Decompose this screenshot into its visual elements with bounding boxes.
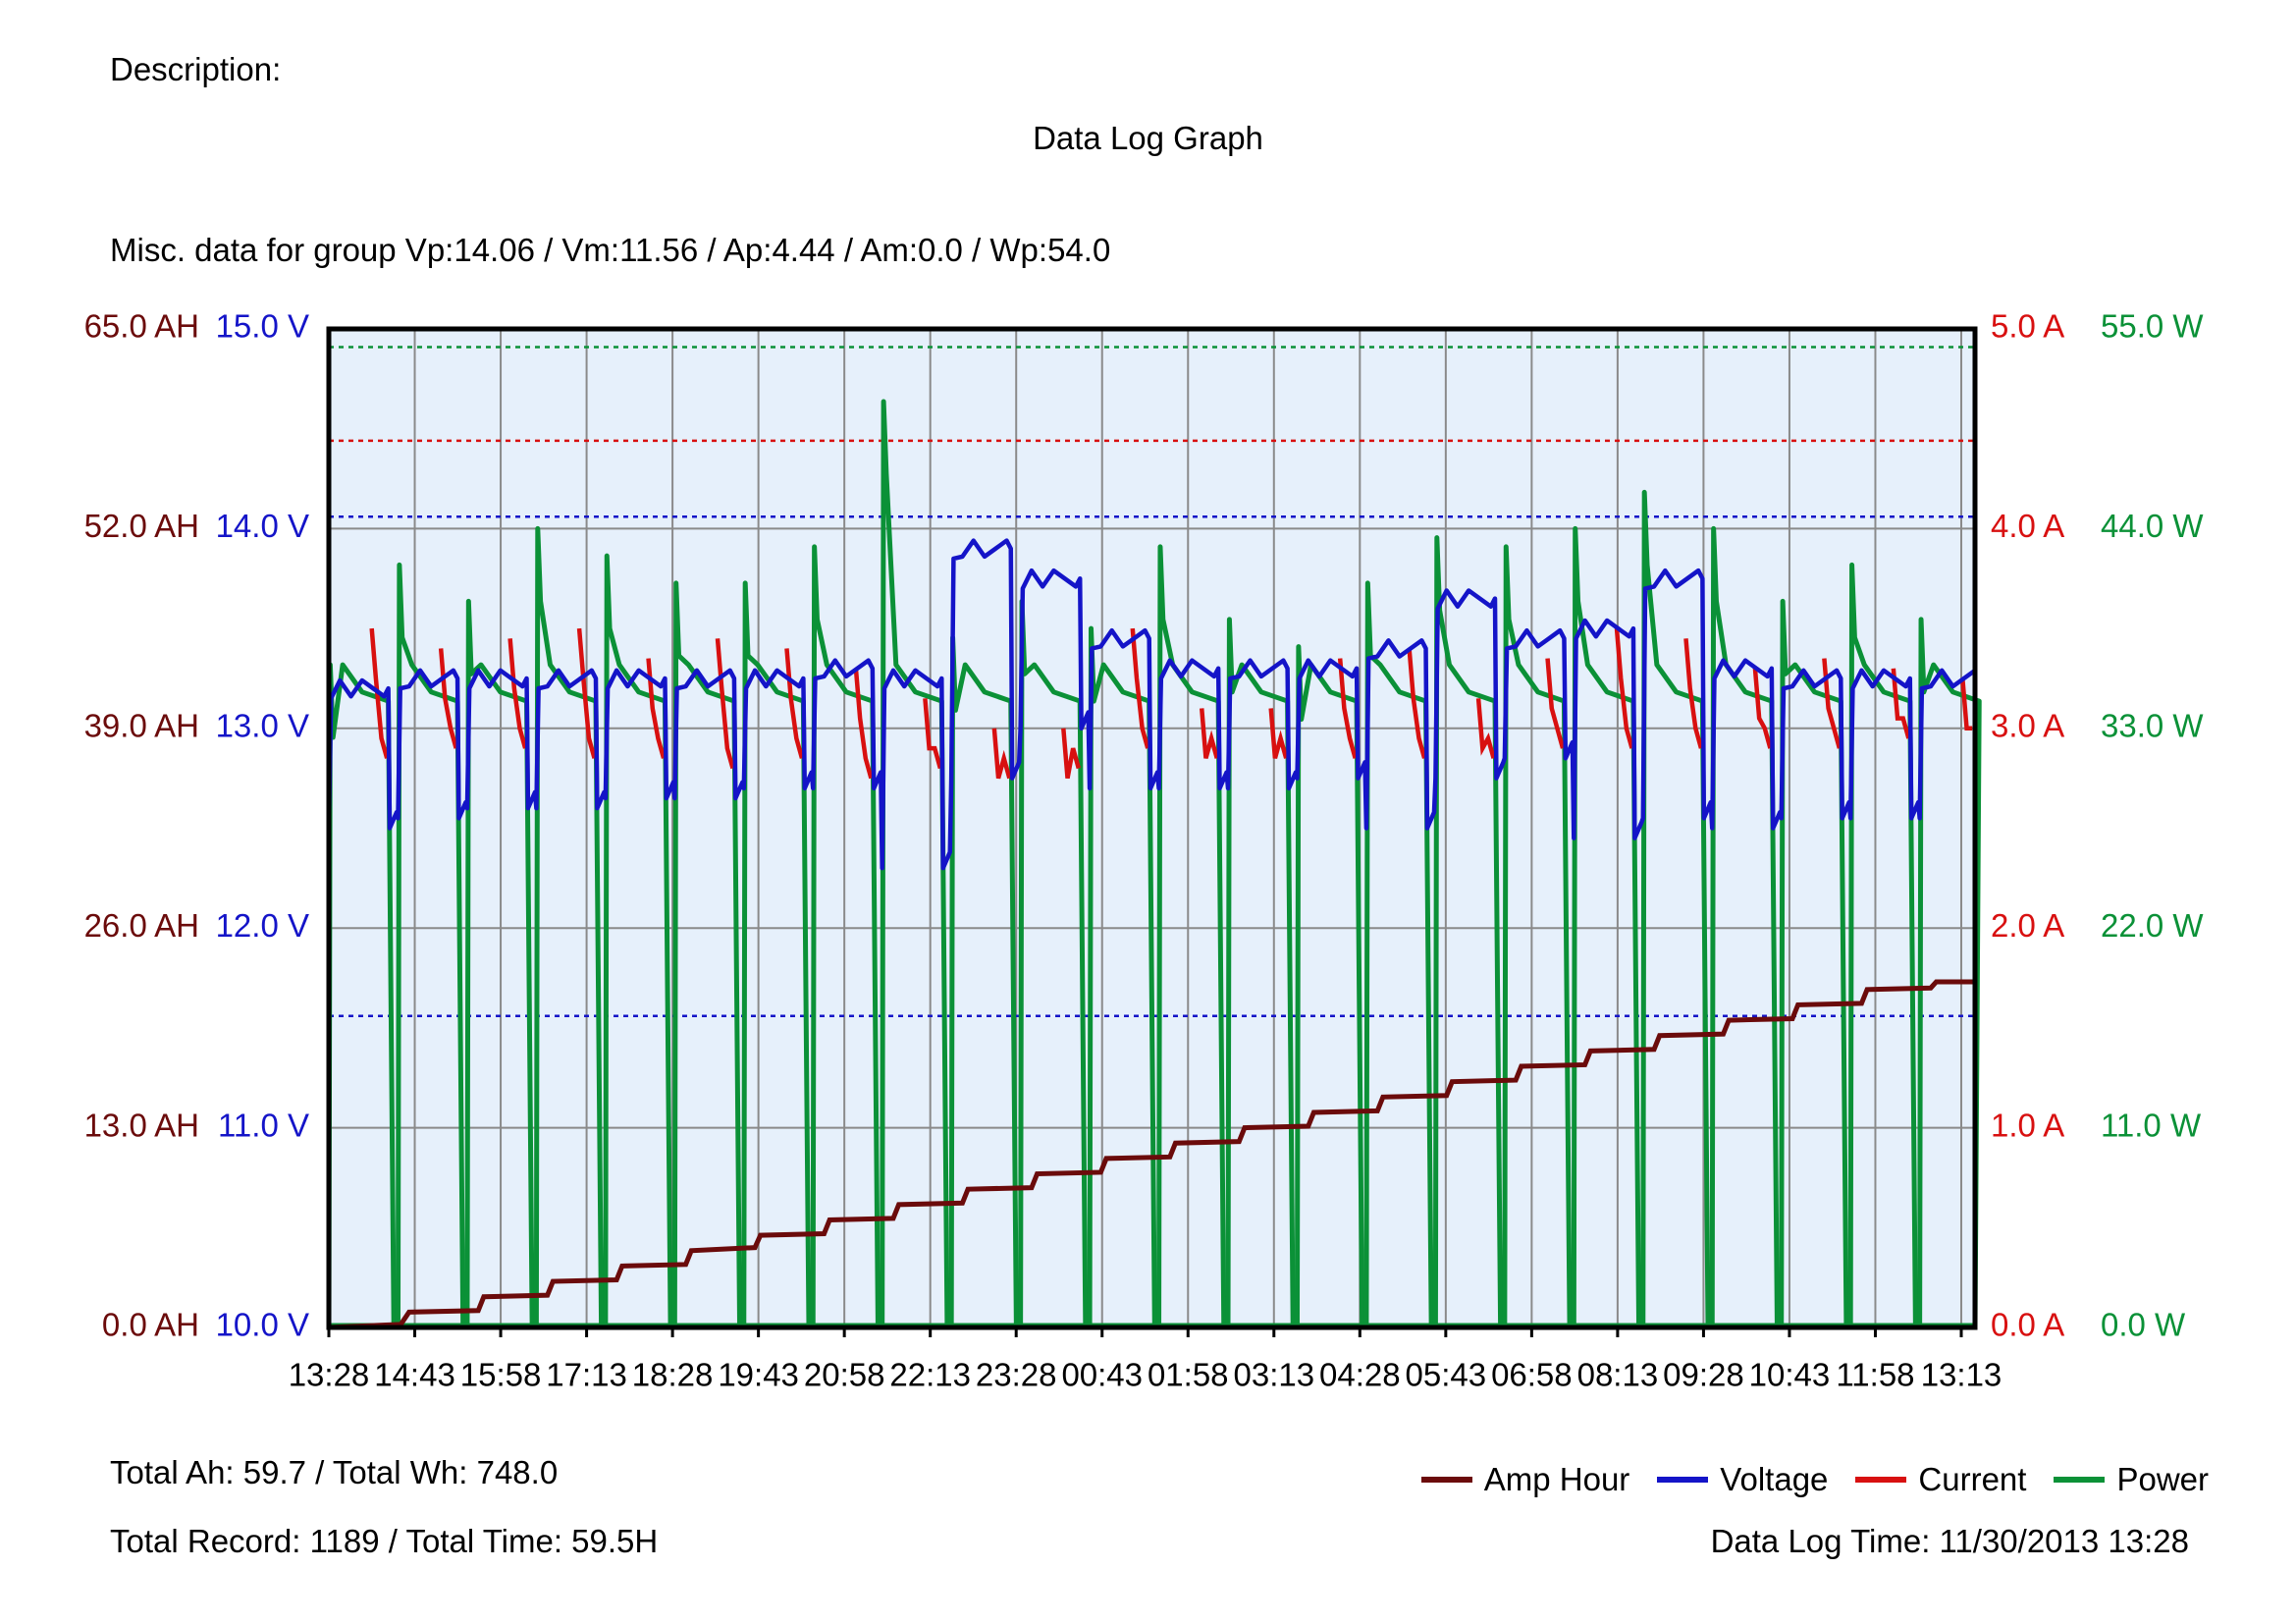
legend-item-voltage: Voltage [1657,1461,1828,1498]
current-cycle-line [1960,677,1973,731]
axis-labels: 65.0 AH 15.0 V 5.0 A 55.0 W 52.0 AH 14.0 V 4.0… [84,308,2205,1393]
power-tick-label: 0.0 W [2101,1307,2186,1343]
current-tick-label: 5.0 A [1991,308,2064,345]
power-tick-label: 44.0 W [2101,508,2204,544]
current-tick-label: 0.0 A [1991,1307,2064,1343]
x-tick-label: 05:43 [1406,1357,1487,1393]
x-tick-label: 06:58 [1491,1357,1573,1393]
current-cycle-line [1752,668,1773,749]
amp-hour-line [328,979,1975,1330]
x-tick-label: 04:28 [1319,1357,1401,1393]
x-tick-label: 08:13 [1577,1357,1659,1393]
current-cycle-line [1683,638,1704,749]
current-cycle-line [991,728,1012,780]
current-cycle-line [438,648,458,749]
legend-label-current: Current [1918,1461,2027,1497]
current-cycle-line [784,648,805,759]
chart-title: Data Log Graph [1033,120,1263,156]
current-tick-label: 2.0 A [1991,907,2064,944]
amp-hour-tick-label: 65.0 AH [84,308,199,345]
x-tick-label: 18:28 [632,1357,714,1393]
current-cycle-line [1407,648,1427,759]
power-tick-label: 55.0 W [2101,308,2204,345]
amp-hour-series [328,979,1975,1330]
legend-label-voltage: Voltage [1720,1461,1829,1497]
legend-item-amp-hour: Amp Hour [1420,1461,1630,1498]
current-cycle-line [507,638,528,749]
voltage-tick-label: 10.0 V [216,1307,309,1343]
x-tick-label: 10:43 [1749,1357,1831,1393]
amp-hour-tick-label: 39.0 AH [84,708,199,744]
current-cycle-line [715,638,735,770]
x-tick-label: 00:43 [1061,1357,1143,1393]
x-tick-label: 13:28 [289,1357,370,1393]
amp-hour-tick-label: 0.0 AH [102,1307,199,1343]
x-tick-label: 20:58 [804,1357,885,1393]
record-line: Total Record: 1189 / Total Time: 59.5H [110,1523,659,1559]
plot-border [326,326,1978,1330]
current-cycle-line [646,658,667,759]
legend-swatch-amp-hour [1420,1477,1472,1483]
chart-grid [329,329,1975,1327]
totals-line: Total Ah: 59.7 / Total Wh: 748.0 [110,1454,559,1490]
x-tick-label: 03:13 [1233,1357,1314,1393]
chart-legend: Amp Hour Voltage Current Power [1394,1461,2209,1498]
current-cycle-line [1891,668,1911,739]
current-cycle-line [1130,627,1150,749]
current-cycle-line [1475,698,1496,759]
power-tick-label: 11.0 W [2101,1107,2202,1143]
legend-swatch-power [2054,1477,2106,1483]
legend-swatch-current [1855,1477,1907,1483]
x-tick-label: 23:28 [976,1357,1057,1393]
power-tick-label: 22.0 W [2101,907,2204,944]
voltage-trace [326,538,1977,871]
x-tick-label: 19:43 [718,1357,799,1393]
legend-item-power: Power [2054,1461,2209,1498]
legend-swatch-voltage [1657,1477,1709,1483]
misc-data-line: Misc. data for group Vp:14.06 / Vm:11.56… [110,232,1111,268]
voltage-tick-label: 15.0 V [216,308,309,345]
voltage-tick-label: 12.0 V [216,907,309,944]
voltage-tick-label: 14.0 V [216,508,309,544]
current-tick-label: 4.0 A [1991,508,2064,544]
plot-frame [326,326,1978,1330]
voltage-series [326,538,1977,871]
voltage-tick-label: 11.0 V [218,1107,309,1143]
description-label: Description: [110,51,282,87]
amp-hour-tick-label: 26.0 AH [84,907,199,944]
current-cycle-line [576,627,597,759]
x-tick-label: 15:58 [460,1357,542,1393]
power-tick-label: 33.0 W [2101,708,2204,744]
current-cycle-line [369,627,390,759]
voltage-tick-label: 13.0 V [216,708,309,744]
current-cycle-line [853,668,874,780]
current-cycle-line [1268,708,1289,759]
x-tick-label: 14:43 [374,1357,455,1393]
amp-hour-tick-label: 13.0 AH [84,1107,199,1143]
current-cycle-line [1061,728,1081,780]
amp-hour-tick-label: 52.0 AH [84,508,199,544]
current-series [369,627,1973,780]
legend-item-current: Current [1855,1461,2026,1498]
current-cycle-line [1614,627,1634,749]
power-cycle-line [1917,617,1982,1328]
x-tick-label: 17:13 [546,1357,627,1393]
data-log-chart: 65.0 AH 15.0 V 5.0 A 55.0 W 52.0 AH 14.0 V 4.0… [84,308,2205,1393]
current-cycle-line [1545,658,1566,749]
x-tick-label: 13:13 [1921,1357,2002,1393]
current-tick-label: 1.0 A [1991,1107,2064,1143]
legend-label-power: Power [2116,1461,2209,1497]
current-tick-label: 3.0 A [1991,708,2064,744]
x-tick-label: 22:13 [889,1357,971,1393]
data-log-time: Data Log Time: 11/30/2013 13:28 [1710,1523,2189,1559]
x-tick-label: 11:58 [1836,1357,1914,1393]
current-cycle-line [1337,658,1358,759]
current-cycle-line [1822,658,1842,749]
current-cycle-line [1199,708,1219,759]
current-cycle-line [923,698,943,770]
x-tick-label: 01:58 [1148,1357,1229,1393]
legend-label-amp-hour: Amp Hour [1483,1461,1630,1497]
x-tick-label: 09:28 [1663,1357,1744,1393]
